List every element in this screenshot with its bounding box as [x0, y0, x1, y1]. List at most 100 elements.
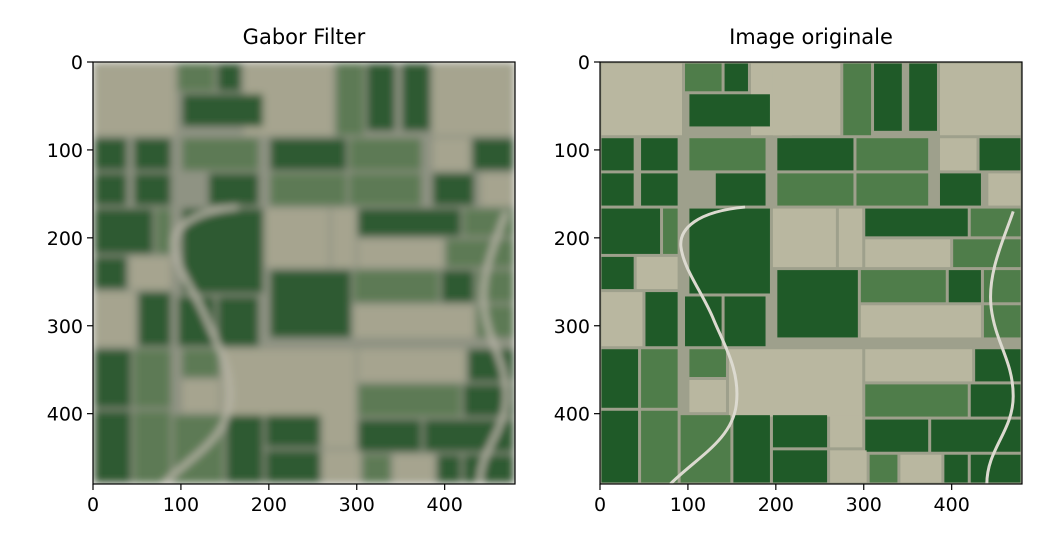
original-image-field-65	[900, 454, 942, 483]
original-image-field-27	[772, 208, 836, 268]
original-image-field-66	[944, 454, 968, 483]
original-image-field-62	[772, 450, 828, 483]
gabor-filter-field-64	[362, 454, 391, 483]
gabor-filter-field-48	[221, 349, 356, 417]
original-image-field-25	[663, 208, 678, 254]
gabor-filter-field-0	[94, 63, 176, 136]
original-image-ytick-label: 300	[554, 316, 590, 338]
original-image-field-19	[715, 173, 766, 206]
original-image-field-16	[979, 138, 1021, 171]
original-image-field-50	[975, 349, 1021, 382]
original-image-field-58	[772, 415, 828, 448]
original-image-field-43	[860, 305, 981, 338]
original-image-field-52	[865, 384, 968, 417]
gabor-filter-field-56	[173, 415, 224, 483]
gabor-filter-field-12	[182, 138, 259, 171]
gabor-filter-field-1	[178, 63, 215, 92]
gabor-filter-field-66	[437, 454, 461, 483]
original-image-field-21	[856, 173, 929, 206]
gabor-filter-ytick-label: 100	[47, 140, 83, 162]
original-image-field-15	[939, 138, 977, 171]
original-image-field-32	[636, 256, 678, 290]
original-image-field-39	[777, 270, 858, 338]
gabor-filter-field-46	[134, 349, 171, 408]
original-image-field-28	[838, 208, 863, 268]
original-image-field-31	[601, 256, 634, 290]
original-image-image	[600, 62, 1022, 484]
original-image-panel: Image originale 0 100 200 300 400 0 100 200 300 4…	[554, 25, 1023, 516]
original-image-field-14	[856, 138, 929, 171]
original-image-field-6	[843, 63, 872, 136]
gabor-filter-field-62	[265, 450, 321, 483]
gabor-filter-ytick-label: 200	[47, 228, 83, 250]
gabor-filter-field-15	[432, 138, 470, 171]
gabor-filter-ytick-label: 0	[71, 52, 83, 74]
gabor-filter-field-39	[270, 270, 351, 338]
original-image-xtick-label: 200	[758, 494, 794, 516]
original-image-field-38	[724, 296, 766, 347]
original-image-field-7	[874, 63, 902, 131]
original-image-axes-frame	[599, 61, 1023, 485]
gabor-filter-ytick-label: 300	[47, 316, 83, 338]
gabor-filter-field-9	[432, 63, 514, 136]
gabor-filter-field-43	[353, 305, 474, 338]
gabor-filter-field-29	[358, 208, 461, 237]
original-image-field-59	[830, 415, 863, 448]
original-image-ytick-label: 200	[554, 228, 590, 250]
original-image-field-8	[909, 63, 937, 131]
original-image-field-46	[641, 349, 678, 408]
gabor-filter-field-25	[156, 208, 171, 254]
gabor-filter-field-16	[472, 138, 514, 171]
original-image-field-60	[865, 419, 929, 452]
gabor-filter-field-63	[323, 450, 360, 483]
original-image-field-13	[777, 138, 854, 171]
original-image-field-20	[777, 173, 854, 206]
original-image-field-41	[948, 270, 981, 303]
original-image-field-57	[733, 415, 770, 483]
original-image-title: Image originale	[729, 25, 893, 49]
original-image-field-9	[939, 63, 1021, 136]
gabor-filter-field-7	[367, 63, 395, 131]
gabor-filter-xtick-label: 0	[87, 494, 99, 516]
gabor-filter-field-24	[94, 208, 154, 254]
gabor-filter-field-5	[265, 63, 334, 136]
gabor-filter-field-8	[402, 63, 430, 131]
original-image-field-64	[869, 454, 898, 483]
original-image-field-2	[724, 63, 748, 92]
original-image-xtick-label: 0	[594, 494, 606, 516]
gabor-filter-field-54	[94, 410, 132, 483]
original-image-field-11	[641, 138, 678, 171]
original-image-field-12	[689, 138, 766, 171]
gabor-filter-field-40	[353, 270, 439, 303]
original-image-field-4	[689, 94, 770, 127]
gabor-filter-xtick-label: 100	[163, 494, 199, 516]
gabor-filter-xtick-label: 400	[427, 494, 463, 516]
gabor-filter-field-55	[134, 410, 171, 483]
gabor-filter-field-26	[182, 208, 263, 294]
gabor-filter-field-41	[441, 270, 474, 303]
gabor-filter-field-36	[138, 292, 171, 347]
gabor-filter-field-34	[446, 239, 514, 268]
gabor-filter-field-6	[336, 63, 365, 136]
gabor-filter-xtick-label: 200	[251, 494, 287, 516]
original-image-xtick-label: 100	[670, 494, 706, 516]
original-image-field-36	[645, 292, 678, 347]
gabor-filter-field-28	[331, 208, 356, 268]
gabor-filter-panel: Gabor Filter 0 100 200 300 400 0 100 200 300 400	[47, 25, 516, 516]
original-image-field-17	[601, 173, 634, 206]
gabor-filter-field-2	[217, 63, 241, 92]
original-image-field-54	[601, 410, 639, 483]
gabor-filter-field-60	[358, 419, 422, 452]
original-image-field-40	[860, 270, 946, 303]
gabor-filter-field-59	[323, 415, 356, 448]
original-image-road-0	[670, 207, 745, 484]
gabor-filter-field-38	[217, 296, 259, 347]
original-image-field-47	[689, 349, 726, 377]
original-image-field-63	[830, 450, 867, 483]
gabor-filter-field-31	[94, 256, 127, 290]
original-image-field-49	[865, 349, 973, 382]
gabor-filter-field-58	[265, 415, 321, 448]
gabor-filter-field-18	[134, 173, 171, 206]
gabor-filter-field-49	[358, 349, 466, 382]
